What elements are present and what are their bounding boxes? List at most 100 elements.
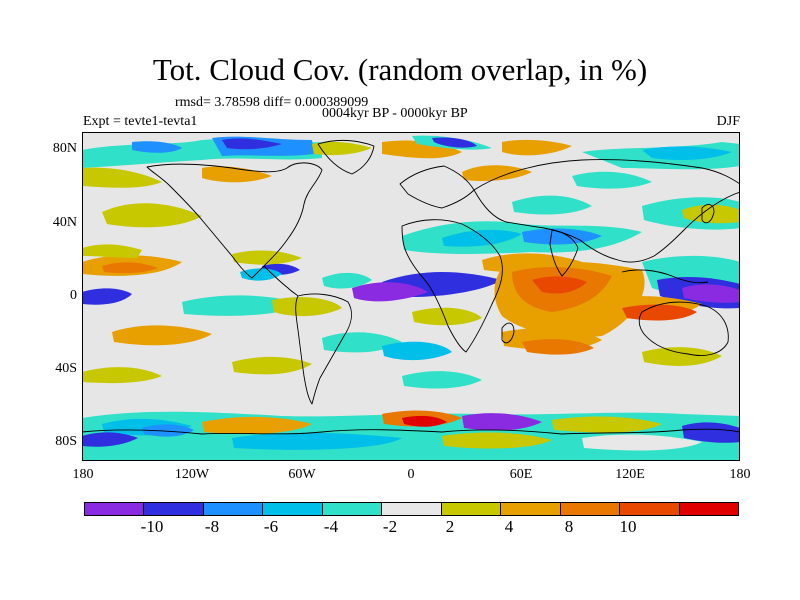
contour-blob <box>222 138 282 150</box>
y-tick-40n: 40N <box>52 215 77 230</box>
contour-blob <box>240 268 282 281</box>
rmsd-diff-stats: rmsd= 3.78598 diff= 0.000389099 <box>175 95 369 110</box>
contour-blob <box>232 356 312 375</box>
contour-blob <box>82 367 162 384</box>
x-tick-60e: 60E <box>509 467 533 482</box>
y-tick-0: 0 <box>70 288 77 303</box>
contour-blob <box>322 272 372 289</box>
x-tick-120w: 120W <box>174 467 210 482</box>
coast-asia <box>473 159 740 263</box>
colorbar-segment <box>262 502 323 516</box>
colorbar-segment <box>440 502 502 516</box>
contour-blob <box>382 341 452 361</box>
x-tick-0: 0 <box>407 467 415 482</box>
contour-blob <box>682 422 740 443</box>
coast-indonesia <box>621 269 709 284</box>
contour-blob <box>352 282 428 302</box>
contour-blob <box>442 229 522 247</box>
contour-blob <box>522 228 602 245</box>
contour-blob <box>412 307 482 326</box>
coast-africa <box>401 219 503 353</box>
anomaly-contours <box>82 135 740 461</box>
contour-blob <box>512 195 592 215</box>
colorbar-label: 4 <box>504 517 514 536</box>
plot-title: Tot. Cloud Cov. (random overlap, in %) <box>152 52 648 87</box>
cloud-cover-anomaly-map <box>82 132 740 461</box>
y-tick-80s: 80S <box>55 434 77 449</box>
x-tick-180e: 180 <box>729 467 751 482</box>
contour-blob <box>182 295 302 316</box>
colorbar-segment <box>381 502 442 516</box>
contour-blob <box>442 432 552 449</box>
contour-blob <box>202 416 312 434</box>
contour-blob <box>402 371 482 389</box>
colorbar-label: 10 <box>619 517 637 536</box>
coast-central-america <box>263 265 299 297</box>
y-tick-40s: 40S <box>55 361 77 376</box>
colorbar-segment <box>321 502 383 516</box>
contour-blob <box>462 165 532 182</box>
contour-blob <box>232 250 302 265</box>
contour-blob <box>132 141 182 153</box>
contour-blob <box>232 432 402 450</box>
contour-blob <box>682 284 740 303</box>
contour-blob <box>642 146 732 160</box>
season-label: DJF <box>716 114 740 129</box>
coast-north-america <box>146 162 323 279</box>
colorbar-segment <box>202 502 264 516</box>
contour-blob <box>102 262 158 274</box>
x-tick-120e: 120E <box>615 467 645 482</box>
contour-blob <box>142 424 194 437</box>
period-label: 0004kyr BP - 0000kyr BP <box>322 106 468 121</box>
contour-blob <box>582 434 702 451</box>
colorbar-label: -6 <box>263 517 279 536</box>
coast-india <box>549 229 579 277</box>
colorbar <box>84 502 739 516</box>
colorbar-label: 2 <box>445 517 455 536</box>
colorbar-label: -10 <box>140 517 164 536</box>
contour-blob <box>522 339 594 355</box>
coast-madagascar <box>501 322 515 344</box>
contour-blob <box>82 288 132 305</box>
coast-australia <box>638 301 729 356</box>
contour-blob <box>82 244 142 258</box>
contour-blob <box>312 141 372 156</box>
contour-blob <box>322 332 402 353</box>
x-tick-180w: 180 <box>72 467 94 482</box>
contour-blob <box>552 416 662 433</box>
contour-blob <box>462 413 542 431</box>
coast-japan <box>701 204 715 224</box>
colorbar-label: -8 <box>204 517 220 536</box>
contour-blob <box>82 167 162 188</box>
contour-blob <box>622 304 697 321</box>
contour-blob <box>102 203 202 228</box>
colorbar-segment <box>559 502 621 516</box>
coast-antarctica <box>82 428 740 435</box>
map-svg <box>82 135 740 461</box>
colorbar-segment <box>678 502 739 516</box>
x-tick-60w: 60W <box>288 467 316 482</box>
contour-blob <box>642 347 722 366</box>
contour-blob <box>402 221 642 254</box>
contour-blob <box>272 297 342 317</box>
colorbar-segment <box>143 502 204 516</box>
contour-blob <box>112 325 212 346</box>
contour-blob <box>82 432 138 447</box>
contour-blob <box>502 139 572 156</box>
contour-blob <box>402 415 447 427</box>
colorbar-label: 8 <box>564 517 574 536</box>
coast-greenland <box>317 139 375 175</box>
coast-south-america <box>295 293 352 405</box>
colorbar-segment <box>500 502 561 516</box>
colorbar-label: -2 <box>382 517 398 536</box>
y-tick-80n: 80N <box>52 141 77 156</box>
contour-blob <box>432 137 477 148</box>
experiment-label: Expt = tevte1-tevta1 <box>83 114 198 129</box>
coastlines <box>82 139 740 435</box>
colorbar-segment <box>619 502 680 516</box>
colorbar-label: -4 <box>323 517 339 536</box>
contour-blob <box>202 166 272 183</box>
contour-blob <box>532 276 587 294</box>
contour-blob <box>572 171 652 189</box>
colorbar-segment <box>84 502 145 516</box>
